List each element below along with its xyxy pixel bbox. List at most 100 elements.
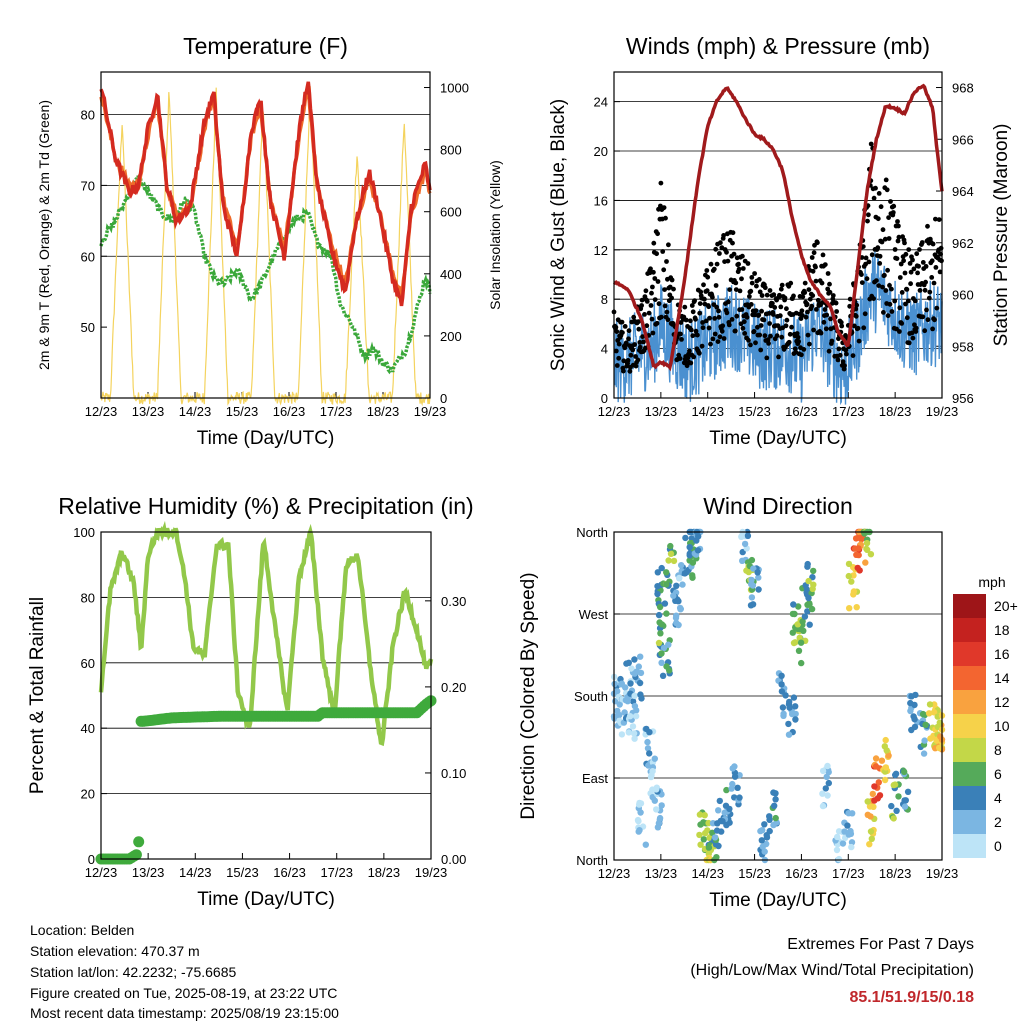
gust-point [913,325,919,331]
gust-point [891,203,897,209]
gust-point [701,282,706,288]
gust-point [621,368,626,374]
dir-xtick-label: 12/23 [598,866,631,881]
direction-point [925,710,933,717]
extremes-values: 85.1/51.9/15/0.18 [849,989,974,1006]
gust-point [869,252,875,258]
direction-point [835,828,843,835]
rh-xtick-label: 19/23 [415,865,448,880]
gust-point [635,357,641,363]
direction-point [649,794,656,801]
wind-frame [613,71,943,399]
gust-point [899,290,905,295]
direction-point [772,796,779,803]
gust-point [678,331,683,337]
wind-title: Winds (mph) & Pressure (mb) [626,33,930,59]
gust-point [938,245,944,251]
direction-point [696,831,703,839]
gust-point [655,231,660,237]
gust-point [720,323,726,329]
gust-point [642,312,647,317]
direction-point [655,611,663,619]
direction-point [750,565,757,572]
gust-point [717,334,723,340]
direction-point [805,577,812,585]
gust-point [815,297,821,303]
gust-point [839,323,845,329]
gust-point [692,298,697,304]
gust-point [758,347,764,353]
gust-point [721,233,726,238]
direction-point [755,586,762,593]
direction-point [736,794,743,801]
direction-point [785,731,793,738]
gust-point [791,293,796,299]
direction-point [825,779,832,787]
gust-point [744,314,750,320]
direction-point [890,781,897,789]
gust-point [840,359,846,365]
direction-point [853,604,860,611]
gust-point [614,363,620,368]
gust-point [787,331,793,337]
gust-point [725,299,731,305]
gust-point [823,326,829,332]
gust-point [795,334,801,340]
gust-point [677,356,683,361]
gust-point [749,280,755,286]
direction-point [644,745,652,752]
direction-point [869,790,876,798]
gust-point [679,337,684,342]
direction-point [766,827,773,835]
rh-ylabel: Percent & Total Rainfall [27,597,48,794]
gust-point [874,278,879,283]
direction-point [616,701,623,708]
temp-y2label: Solar Insolation (Yellow) [487,160,503,310]
gust-point [829,338,835,344]
gust-point [644,299,650,304]
direction-point [715,807,722,814]
gust-point [868,141,874,147]
gust-point [826,348,832,354]
gust-point [889,286,894,292]
direction-point [796,634,803,641]
gust-point [915,270,920,276]
direction-point [663,610,670,617]
gust-point [714,304,719,310]
gust-point [696,350,702,356]
direction-point [790,601,797,608]
colorbar-swatch [953,762,986,786]
gust-point [755,324,760,330]
wind-ylabel: Sonic Wind & Gust (Blue, Black) [548,99,569,371]
gust-point [863,255,869,261]
temp-frame [100,71,431,399]
direction-point [778,672,785,679]
direction-point [636,679,644,687]
gust-point [644,323,650,329]
gust-point [835,357,841,363]
gust-point [920,314,926,320]
gust-point [890,210,896,215]
wind-y2tick-label: 962 [952,236,974,251]
gust-point [922,328,928,334]
gust-point [886,215,891,221]
gust-point [741,319,747,325]
dir-ytick-label: West [579,607,609,622]
gust-point [654,251,659,257]
gust-point [733,280,739,286]
direction-point [795,603,802,610]
gust-point [689,303,695,308]
gust-point [806,287,812,292]
temp-xtick-label: 15/23 [226,404,259,419]
direction-point [839,840,847,847]
direction-point [921,737,928,744]
gust-point [922,287,928,293]
gust-point [920,260,926,265]
wind-xtick-label: 12/23 [598,404,631,419]
rh-title: Relative Humidity (%) & Precipitation (i… [58,493,473,519]
gust-point [866,259,872,265]
direction-point [723,786,730,794]
gust-point [824,312,830,318]
direction-point [656,603,664,611]
direction-point [631,702,639,710]
